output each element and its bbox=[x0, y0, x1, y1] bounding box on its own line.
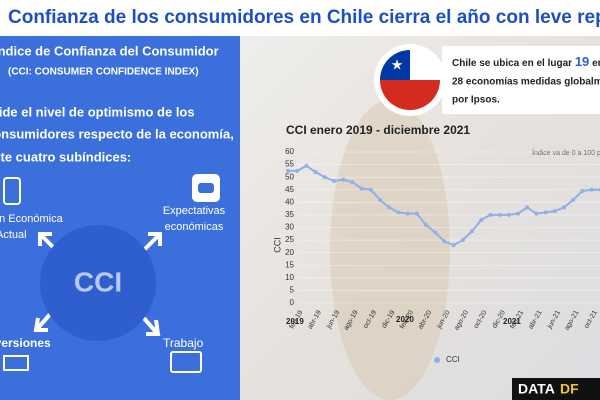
cci-point bbox=[534, 211, 539, 216]
cci-point bbox=[552, 209, 557, 214]
cci-point bbox=[341, 177, 346, 182]
panel-title: Índice de Confianza del Consumidor bbox=[0, 43, 219, 58]
callout-rank: 19 bbox=[575, 54, 589, 69]
icon bbox=[198, 183, 214, 193]
cci-point bbox=[442, 239, 447, 244]
y-tick-label: 25 bbox=[285, 235, 294, 244]
cci-point bbox=[350, 180, 355, 185]
callout-text: Chile se ubica en el lugar 19 entre bbox=[452, 54, 600, 69]
flag bbox=[380, 50, 410, 80]
cci-point bbox=[525, 205, 530, 210]
left-panel bbox=[0, 36, 240, 400]
legend-label: CCI bbox=[446, 355, 460, 364]
chart-title: CCI enero 2019 - diciembre 2021 bbox=[286, 123, 470, 137]
y-tick-label: 0 bbox=[290, 298, 295, 307]
description: Mide el nivel de optimismo de los bbox=[0, 104, 195, 119]
cci-point bbox=[580, 189, 585, 194]
cci-point bbox=[405, 211, 410, 216]
center-label: CCI bbox=[74, 266, 122, 297]
cci-point bbox=[286, 168, 290, 173]
cci-point bbox=[396, 210, 401, 215]
panel-subtitle: (CCI: CONSUMER CONFIDENCE INDEX) bbox=[8, 67, 199, 78]
subindex: Trabajo bbox=[163, 336, 204, 350]
cci-point bbox=[497, 212, 502, 217]
callout-text: por Ipsos. bbox=[452, 95, 500, 106]
cci-point bbox=[378, 197, 382, 202]
y-tick-label: 5 bbox=[290, 286, 295, 295]
cci-point bbox=[516, 211, 520, 216]
cci-point bbox=[571, 197, 576, 202]
flag-star: ★ bbox=[391, 57, 404, 73]
cci-point bbox=[479, 217, 484, 222]
legend-marker bbox=[434, 357, 440, 363]
cci-point bbox=[332, 178, 336, 183]
y-tick-label: 10 bbox=[285, 273, 294, 282]
y-axis-label: CCI bbox=[272, 237, 282, 253]
subindex: económicas bbox=[165, 221, 224, 233]
subindex: Expectativas bbox=[163, 205, 226, 217]
y-tick-label: 15 bbox=[285, 260, 294, 269]
subindex: Actual bbox=[0, 229, 27, 241]
cci-point bbox=[359, 186, 364, 191]
callout-text: entre bbox=[592, 58, 600, 69]
cci-point bbox=[387, 205, 392, 210]
chart-subtitle: Índice va de 0 a 100 puntos bbox=[532, 148, 600, 157]
cci-point bbox=[414, 211, 419, 216]
center-circle bbox=[40, 225, 156, 341]
cci-point bbox=[470, 229, 474, 234]
cci-point bbox=[460, 238, 465, 243]
subindex: Inversiones bbox=[0, 336, 51, 350]
icon bbox=[3, 177, 21, 205]
year-label: 2021 bbox=[503, 317, 521, 326]
description: consumidores respecto de la economía, bbox=[0, 126, 234, 141]
year-label: 2020 bbox=[396, 315, 414, 324]
y-tick-label: 45 bbox=[285, 185, 294, 194]
callout-box bbox=[442, 46, 600, 114]
panel-text: Índice de Confianza del Consumidor (CCI:… bbox=[0, 43, 234, 350]
y-tick-label: 55 bbox=[285, 160, 294, 169]
cci-point bbox=[433, 230, 438, 235]
logo-box bbox=[512, 378, 600, 400]
cci-point bbox=[368, 187, 373, 192]
logo-text: DF bbox=[560, 381, 579, 397]
cci-point bbox=[451, 243, 456, 248]
logo-text: DATA bbox=[518, 381, 555, 397]
cci-point bbox=[295, 168, 300, 173]
icon bbox=[170, 351, 202, 373]
page-title: Confianza de los consumidores en Chile c… bbox=[8, 7, 600, 28]
y-tick-label: 30 bbox=[285, 223, 294, 232]
callout-text: 28 economías medidas globalmente bbox=[452, 77, 600, 88]
callout-text: Chile se ubica en el lugar bbox=[452, 58, 572, 69]
cci-point bbox=[589, 187, 594, 192]
y-tick-label: 50 bbox=[285, 172, 294, 181]
icon bbox=[3, 355, 29, 371]
subindex: Situación Económica bbox=[0, 213, 64, 225]
arrows bbox=[33, 232, 162, 336]
title-bar bbox=[0, 0, 600, 36]
flag bbox=[380, 80, 440, 110]
y-tick-label: 40 bbox=[285, 197, 294, 206]
cci-point bbox=[543, 210, 548, 215]
cci-point bbox=[313, 170, 318, 175]
cci-point bbox=[506, 212, 511, 217]
photo-figure bbox=[330, 100, 450, 400]
cci-point bbox=[488, 212, 493, 217]
year-label: 2019 bbox=[286, 317, 304, 326]
description: mediante cuatro subíndices: bbox=[0, 149, 131, 164]
y-tick-label: 60 bbox=[285, 147, 294, 156]
cci-point bbox=[322, 175, 327, 180]
y-tick-label: 35 bbox=[285, 210, 294, 219]
cci-point bbox=[562, 205, 566, 210]
cci-point bbox=[304, 163, 309, 168]
y-tick-label: 20 bbox=[285, 248, 294, 257]
cci-point bbox=[424, 222, 428, 227]
